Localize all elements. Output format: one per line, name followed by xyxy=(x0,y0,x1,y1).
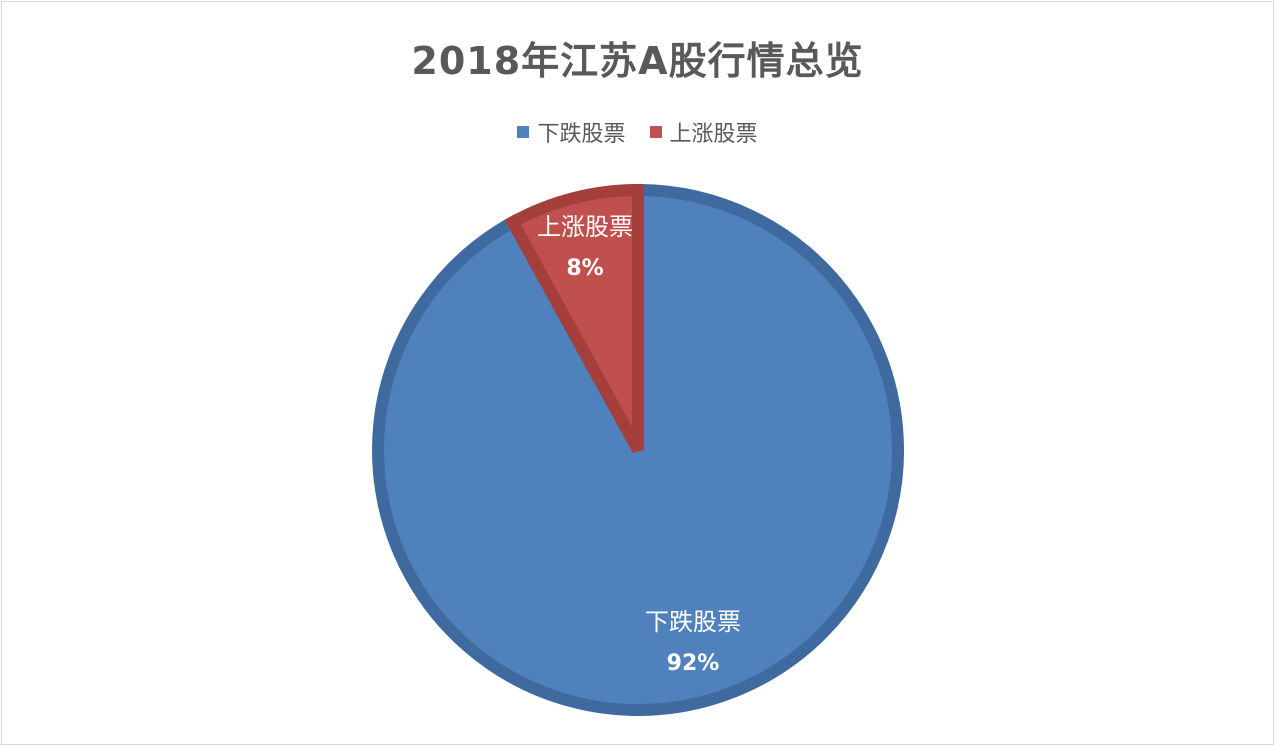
legend-swatch-down xyxy=(517,126,530,138)
legend-item-down: 下跌股票 xyxy=(517,116,626,148)
slice-percent-up: 8% xyxy=(566,256,603,281)
legend-label-up: 上涨股票 xyxy=(669,122,758,147)
legend-swatch-up xyxy=(649,126,662,138)
legend-label-down: 下跌股票 xyxy=(537,122,626,147)
slice-percent-down: 92% xyxy=(667,651,720,676)
slice-label-up: 上涨股票 xyxy=(537,213,633,241)
chart-title: 2018年江苏A股行情总览 xyxy=(411,39,864,83)
legend-item-up: 上涨股票 xyxy=(649,116,758,148)
pie-slice-up xyxy=(504,183,644,453)
legend: 下跌股票 上涨股票 xyxy=(2,116,1273,148)
slice-label-down: 下跌股票 xyxy=(645,608,741,636)
